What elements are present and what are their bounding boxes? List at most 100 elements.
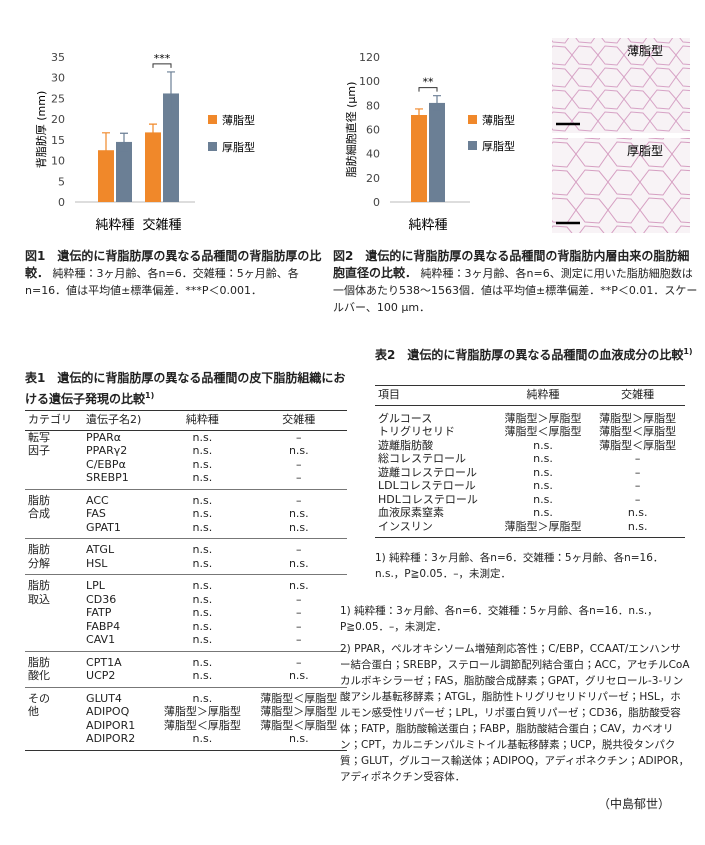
table-cell: n.s. (154, 488, 251, 507)
table-cell: SREBP1 (86, 471, 129, 484)
table-cell: CPT1A (83, 650, 155, 669)
error-bar (120, 132, 128, 152)
figure-caption: 図2 遺伝的に背脂肪厚の異なる品種間の背脂肪内層由来の脂肪細胞直径の比較． 純粋… (333, 248, 698, 316)
table-cell: HSL (86, 556, 108, 570)
table-cell: n.s. (288, 444, 309, 457)
table-row: CAV1 n.s. – (25, 633, 347, 651)
title-text: 表1 遺伝的に背脂肪厚の異なる品種間の皮下脂肪組織における遺伝子発現の比較 (25, 371, 346, 406)
table-cell: ACC (83, 488, 155, 507)
micrograph (552, 138, 690, 233)
table-row: SREBP1 n.s. – (25, 471, 347, 489)
header-cell: 純粋種 (495, 385, 591, 406)
bar (98, 150, 114, 202)
table-row: FABP4 n.s. – (25, 620, 347, 634)
caption-text: 純粋種：3ヶ月齢、各n=6．交雑種：5ヶ月齢、各n=16．値は平均値±標準偏差．… (25, 267, 299, 297)
table-cell: n.s. (288, 556, 309, 570)
table-row: 脂肪分解 ATGL n.s. – (25, 538, 347, 575)
micrograph-label: 厚脂型 (627, 143, 663, 158)
micrograph-label: 薄脂型 (627, 43, 663, 58)
table-cell: – (634, 492, 641, 506)
legend-swatch (208, 115, 217, 124)
header-cell: 交雑種 (250, 410, 347, 431)
table-cell: ADIPOQ (86, 705, 130, 718)
y-tick-label: 25 (51, 92, 65, 105)
table-cell: GLUT4 (83, 686, 155, 705)
category-label: 脂肪分解 (28, 543, 50, 570)
table-cell: – (250, 650, 347, 669)
table-cell: グルコース (378, 411, 433, 425)
table: 項目 純粋種 交雑種 グルコース 薄脂型＞厚脂型 薄脂型＞厚脂型 トリグリセリド 薄脂型＜厚脂… (375, 385, 685, 538)
table-row: その他 GLUT4 n.s. 薄脂型＜厚脂型 (25, 686, 347, 750)
table-row: 脂肪取込 LPL n.s. n.s. (25, 574, 347, 651)
footnote: 1) 純粋種：3ヶ月齢、各n=6．交雑種：5ヶ月齢、各n=16．n.s.，P≧0… (340, 605, 658, 633)
table-cell: UCP2 (86, 669, 116, 682)
table-cell: PPARα (86, 430, 122, 444)
category-cell: 脂肪酸化 (25, 650, 84, 687)
table-row: 脂肪合成 ACC n.s. – (25, 488, 347, 539)
table-cell: – (296, 457, 302, 471)
table-cell: FABP4 (86, 619, 121, 633)
y-axis-label: 背脂肪厚 (mm) (34, 91, 48, 169)
table-row: ADIPOR1 薄脂型＜厚脂型 薄脂型＜厚脂型 (25, 719, 347, 733)
table-cell: – (296, 592, 302, 606)
bar (163, 93, 179, 202)
table-row: 脂肪酸化 CPT1A n.s. – (25, 650, 347, 687)
y-tick-label: 60 (366, 124, 380, 137)
table-row: 血液尿素窒素 n.s. n.s. (375, 506, 685, 520)
error-bar (415, 108, 423, 122)
legend-swatch (468, 141, 477, 150)
header-cell: 交雑種 (590, 385, 685, 406)
table-cell: CD36 (86, 592, 117, 606)
table-cell: 薄脂型＞厚脂型 (163, 705, 241, 718)
author: （中島郁世） (598, 797, 671, 811)
table-cell: – (296, 471, 302, 484)
table-cell: 薄脂型＜厚脂型 (599, 425, 677, 438)
table-row: 遊離脂肪酸 n.s. 薄脂型＜厚脂型 (375, 439, 685, 453)
table-row: FAS n.s. n.s. (25, 507, 347, 521)
table-cell: n.s. (192, 507, 213, 520)
table-row: 遊離コレステロール n.s. – (375, 466, 685, 480)
table-cell: 薄脂型＞厚脂型 (504, 411, 582, 425)
table-cell: LPL (83, 574, 155, 593)
table-cell: n.s. (192, 633, 213, 646)
table-cell: – (634, 452, 641, 465)
header-row: カテゴリ 遺伝子名2) 純粋種 交雑種 (25, 410, 347, 431)
legend-label: 厚脂型 (482, 139, 515, 153)
table-cell: n.s. (192, 732, 213, 745)
table-cell: n.s. (533, 479, 553, 492)
table-cell: n.s. (533, 492, 553, 506)
table-cell: GPAT1 (86, 520, 121, 534)
table-cell: 総コレステロール (378, 452, 466, 465)
table-cell: n.s. (288, 669, 309, 682)
title-text: 表2 遺伝的に背脂肪厚の異なる品種間の血液成分の比較 (375, 348, 684, 362)
table-cell: n.s. (192, 520, 213, 534)
category-cell: その他 (25, 686, 84, 750)
table-cell: 薄脂型＜厚脂型 (250, 686, 347, 705)
table-row: C/EBPα n.s. – (25, 458, 347, 472)
table-cell: – (634, 465, 641, 479)
table-cell: n.s. (533, 506, 553, 519)
table-cell: 薄脂型＞厚脂型 (599, 411, 677, 425)
table-cell: 薄脂型＜厚脂型 (163, 718, 241, 732)
table-cell: LDLコレステロール (378, 479, 476, 492)
table-cell: n.s. (192, 430, 213, 444)
title-note: 1) (683, 347, 693, 356)
table-cell: n.s. (192, 619, 213, 633)
table-cell: n.s. (192, 669, 213, 682)
y-tick-label: 10 (51, 155, 65, 168)
bar (411, 115, 427, 202)
table-cell: ADIPOR1 (86, 718, 136, 732)
annotation: ** (423, 76, 435, 89)
table-title: 表1 遺伝的に背脂肪厚の異なる品種間の皮下脂肪組織における遺伝子発現の比較1) (25, 370, 350, 408)
y-tick-label: 20 (366, 172, 380, 185)
table-cell: n.s. (192, 606, 213, 619)
header-row: 項目 純粋種 交雑種 (375, 385, 685, 406)
table-cell: n.s. (154, 538, 251, 557)
x-tick-label: 純粋種 (95, 217, 134, 233)
table-cell: n.s. (192, 444, 213, 457)
legend-label: 薄脂型 (222, 113, 255, 127)
category-label: 脂肪酸化 (28, 655, 50, 683)
y-tick-label: 20 (51, 113, 65, 126)
table-row: HSL n.s. n.s. (25, 557, 347, 575)
table-cell: n.s. (533, 465, 553, 479)
